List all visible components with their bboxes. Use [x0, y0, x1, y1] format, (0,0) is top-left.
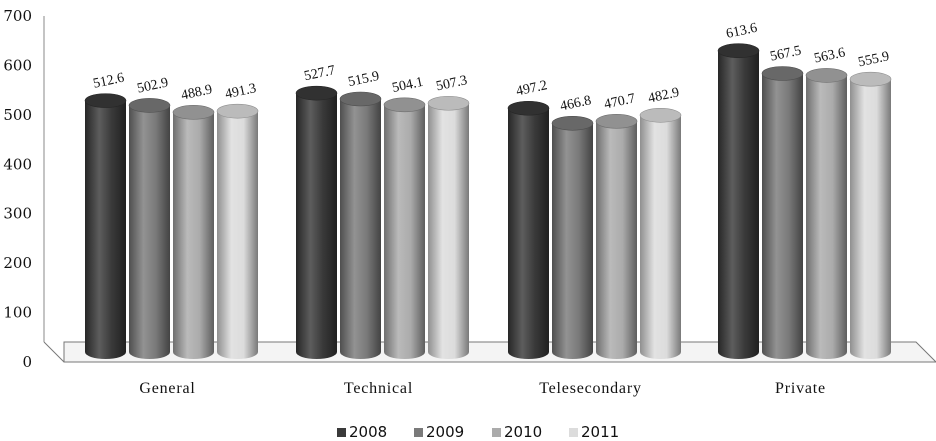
data-label: 527.7: [303, 63, 337, 84]
data-labels: 512.6 502.9 488.9 491.3 527.7 515.9 504.1 507.3…: [92, 21, 891, 115]
data-label: 567.5: [769, 43, 803, 64]
bar-private-2010: [805, 68, 848, 360]
legend-item-2008: 2008: [337, 423, 387, 441]
bar-private-2011: [849, 71, 892, 360]
y-tick-label: 400: [3, 155, 32, 173]
y-tick-label: 700: [3, 7, 32, 25]
legend-swatch: [492, 428, 501, 437]
floor-side-edge: [43, 341, 65, 363]
data-label: 515.9: [347, 69, 381, 90]
legend-item-2010: 2010: [492, 423, 542, 441]
y-axis: 0 100 200 300 400 500 600 700: [3, 7, 32, 371]
y-tick-label: 600: [3, 56, 32, 74]
legend: 2008 2009 2010 2011: [337, 423, 619, 441]
bar-general-2011: [216, 103, 259, 360]
legend-swatch: [337, 428, 346, 437]
legend-item-2009: 2009: [414, 423, 464, 441]
bar-technical-2008: [295, 85, 338, 360]
bar-general-2009: [128, 98, 171, 360]
legend-swatch: [569, 428, 578, 437]
data-label: 491.3: [224, 81, 258, 102]
data-label: 555.9: [857, 49, 891, 70]
data-label: 482.9: [647, 85, 681, 106]
bar-general-2008: [84, 93, 127, 360]
x-category-label: Technical: [344, 380, 413, 397]
bar-technical-2011: [427, 95, 470, 360]
data-label: 497.2: [515, 78, 549, 99]
data-label: 466.8: [559, 93, 593, 114]
data-label: 504.1: [391, 75, 425, 96]
bar-private-2009: [761, 66, 804, 360]
data-label: 488.9: [180, 82, 214, 103]
data-label: 470.7: [603, 91, 637, 112]
bar-general-2010: [172, 105, 215, 360]
legend-label: 2008: [349, 423, 387, 441]
y-tick-label: 500: [3, 106, 32, 124]
y-tick-label: 0: [22, 353, 32, 371]
data-label: 507.3: [435, 73, 469, 94]
bar-private-2008: [717, 43, 760, 360]
legend-label: 2011: [581, 423, 619, 441]
bar-technical-2009: [339, 91, 382, 360]
bar-telesecondary-2008: [507, 100, 550, 360]
legend-swatch: [414, 428, 423, 437]
y-tick-label: 100: [3, 304, 32, 322]
bar-telesecondary-2011: [639, 108, 682, 359]
bars: [84, 43, 892, 360]
x-category-label: Telesecondary: [539, 380, 642, 397]
data-label: 512.6: [92, 71, 126, 92]
x-axis: General Technical Telesecondary Private: [139, 380, 826, 397]
data-label: 502.9: [136, 75, 170, 96]
y-tick-label: 300: [3, 205, 32, 223]
legend-label: 2010: [504, 423, 542, 441]
bar-technical-2010: [383, 97, 426, 360]
legend-item-2011: 2011: [569, 423, 619, 441]
x-category-label: Private: [775, 380, 826, 397]
bar-telesecondary-2009: [551, 115, 594, 360]
y-tick-label: 200: [3, 254, 32, 272]
x-category-label: General: [139, 380, 195, 397]
bar-telesecondary-2010: [595, 114, 638, 360]
data-label: 563.6: [813, 45, 847, 66]
data-label: 613.6: [725, 21, 759, 42]
legend-label: 2009: [426, 423, 464, 441]
